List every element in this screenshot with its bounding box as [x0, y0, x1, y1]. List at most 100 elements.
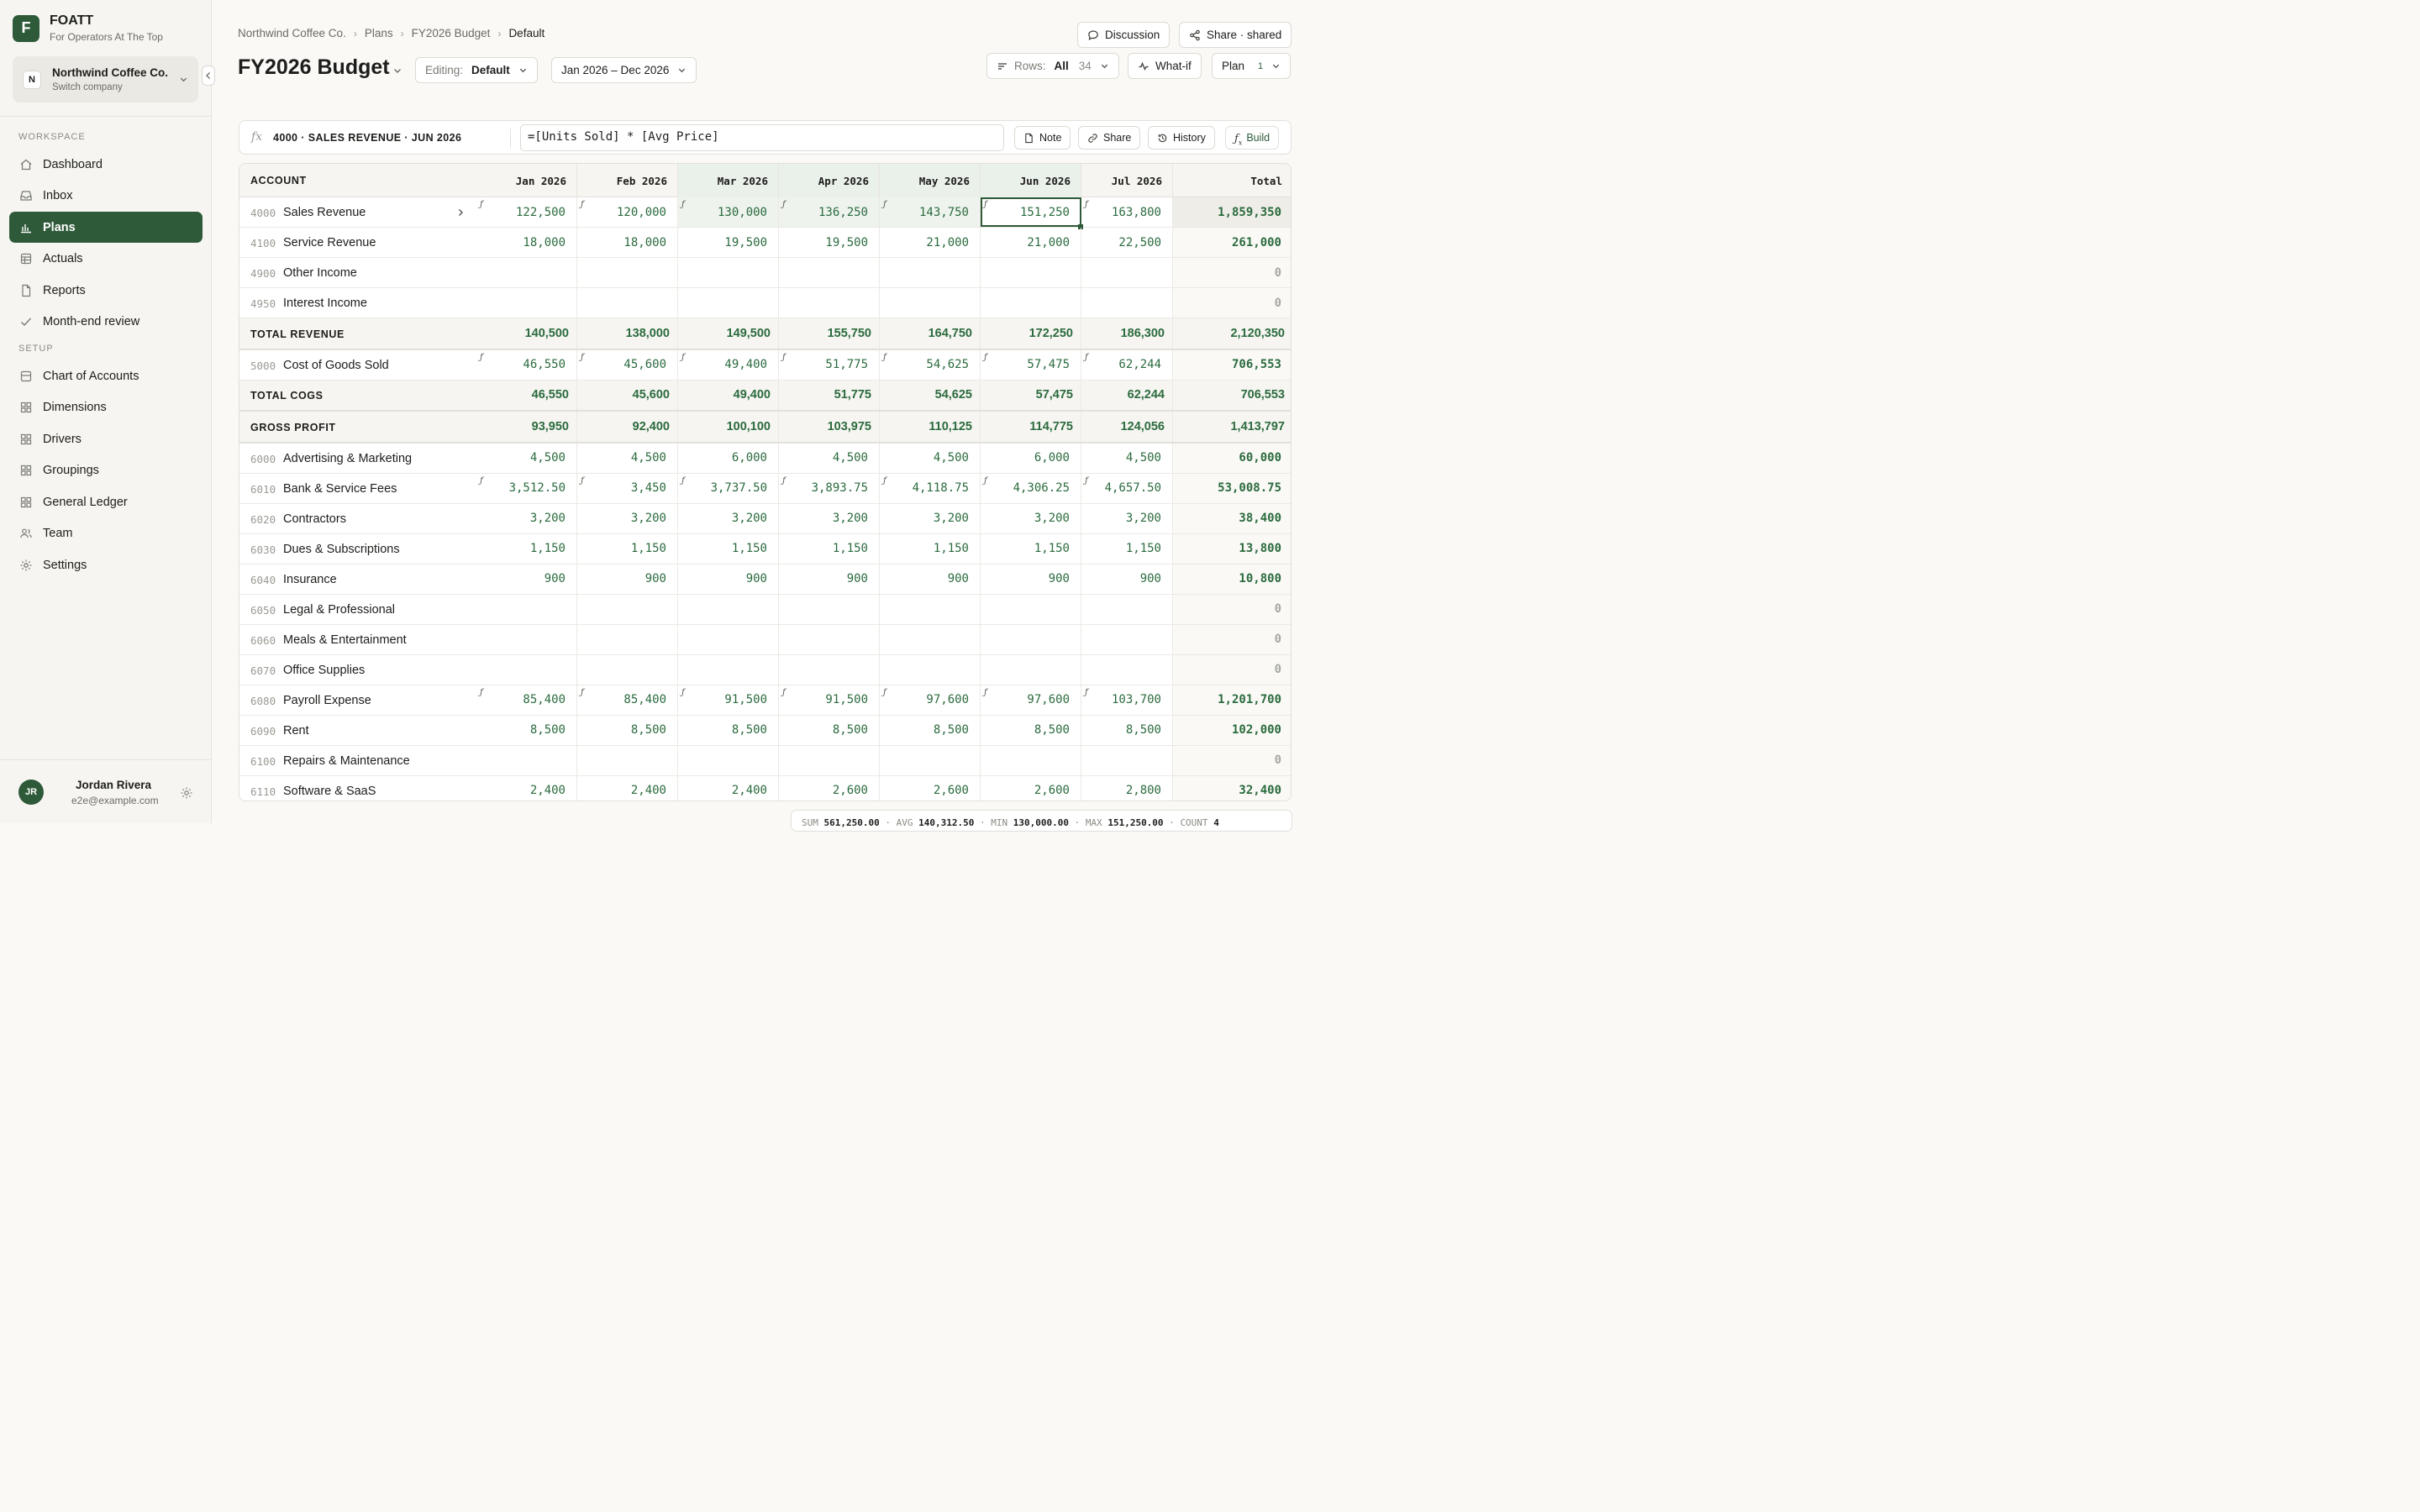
value-cell[interactable]: 114,775 [981, 412, 1081, 442]
value-cell[interactable] [678, 654, 779, 685]
value-cell[interactable]: 2,800 [1081, 775, 1173, 801]
value-cell[interactable]: 900 [678, 564, 779, 594]
value-cell[interactable]: 3,200 [476, 503, 577, 533]
value-cell[interactable] [981, 624, 1081, 654]
account-name[interactable]: Dues & Subscriptions [283, 542, 400, 556]
column-header-mar-2026[interactable]: Mar 2026 [678, 164, 779, 197]
value-cell[interactable] [880, 624, 981, 654]
row-total-cell[interactable]: 38,400 [1173, 503, 1291, 533]
value-cell[interactable]: ƒ 97,600 [981, 685, 1081, 715]
column-header-feb-2026[interactable]: Feb 2026 [577, 164, 678, 197]
value-cell[interactable]: 900 [476, 564, 577, 594]
value-cell[interactable]: 900 [981, 564, 1081, 594]
value-cell[interactable]: 900 [1081, 564, 1173, 594]
column-header-jun-2026[interactable]: Jun 2026 [981, 164, 1081, 197]
value-cell[interactable]: ƒ 62,244 [1081, 349, 1173, 380]
value-cell[interactable] [880, 258, 981, 287]
value-cell[interactable]: ƒ 122,500 [476, 197, 577, 227]
account-name[interactable]: Interest Income [283, 297, 367, 310]
value-cell[interactable]: 57,475 [981, 380, 1081, 410]
rows-filter-select[interactable]: Rows: All 34 [986, 53, 1119, 79]
value-cell[interactable] [678, 594, 779, 624]
value-cell[interactable]: ƒ 4,306.25 [981, 473, 1081, 503]
row-total-cell[interactable]: 261,000 [1173, 228, 1291, 257]
value-cell[interactable]: 49,400 [678, 380, 779, 410]
account-name[interactable]: Advertising & Marketing [283, 451, 413, 465]
account-name[interactable]: Meals & Entertainment [283, 633, 407, 647]
value-cell[interactable]: ƒ 45,600 [577, 349, 678, 380]
value-cell[interactable]: 8,500 [476, 715, 577, 745]
value-cell[interactable] [981, 288, 1081, 318]
history-button[interactable]: History [1148, 126, 1215, 150]
value-cell[interactable]: 54,625 [880, 380, 981, 410]
value-cell[interactable] [981, 654, 1081, 685]
value-cell[interactable]: 18,000 [476, 228, 577, 257]
value-cell[interactable]: 51,775 [779, 380, 880, 410]
chevron-right-icon[interactable] [455, 207, 466, 218]
value-cell[interactable] [779, 654, 880, 685]
value-cell[interactable]: 149,500 [678, 318, 779, 349]
value-cell[interactable]: 900 [880, 564, 981, 594]
value-cell[interactable]: 3,200 [577, 503, 678, 533]
sidebar-item-groupings[interactable]: Groupings [9, 455, 203, 486]
value-cell[interactable] [577, 594, 678, 624]
value-cell[interactable] [880, 288, 981, 318]
row-total-cell[interactable]: 0 [1173, 594, 1291, 624]
value-cell[interactable]: 6,000 [981, 443, 1081, 473]
breadcrumb-company[interactable]: Northwind Coffee Co. [238, 27, 346, 39]
value-cell[interactable] [1081, 654, 1173, 685]
value-cell[interactable]: 140,500 [476, 318, 577, 349]
sidebar-item-settings[interactable]: Settings [9, 549, 203, 580]
value-cell[interactable]: 100,100 [678, 412, 779, 442]
sidebar-item-drivers[interactable]: Drivers [9, 423, 203, 454]
value-cell[interactable] [779, 258, 880, 287]
value-cell[interactable] [476, 288, 577, 318]
breadcrumb-budget[interactable]: FY2026 Budget [411, 27, 491, 39]
value-cell[interactable]: ƒ 136,250 [779, 197, 880, 227]
plan-select[interactable]: Plan 1 [1212, 53, 1292, 79]
value-cell[interactable] [1081, 594, 1173, 624]
row-total-cell[interactable]: 32,400 [1173, 775, 1291, 801]
value-cell[interactable]: ƒ 57,475 [981, 349, 1081, 380]
value-cell[interactable] [678, 288, 779, 318]
account-name[interactable]: Service Revenue [283, 236, 376, 249]
row-total-cell[interactable]: 0 [1173, 624, 1291, 654]
value-cell[interactable] [1081, 745, 1173, 775]
value-cell[interactable] [577, 654, 678, 685]
value-cell[interactable]: ƒ 4,118.75 [880, 473, 981, 503]
value-cell[interactable]: 45,600 [577, 380, 678, 410]
value-cell[interactable]: 3,200 [880, 503, 981, 533]
discussion-button[interactable]: Discussion [1077, 22, 1171, 48]
value-cell[interactable]: 4,500 [1081, 443, 1173, 473]
value-cell[interactable]: 164,750 [880, 318, 981, 349]
fill-handle[interactable] [1078, 224, 1083, 229]
value-cell[interactable] [981, 258, 1081, 287]
user-settings-gear-icon[interactable] [180, 786, 193, 800]
value-cell[interactable]: ƒ 163,800 [1081, 197, 1173, 227]
value-cell[interactable]: 2,400 [476, 775, 577, 801]
value-cell[interactable] [1081, 258, 1173, 287]
value-cell[interactable]: 19,500 [779, 228, 880, 257]
account-name[interactable]: Software & SaaS [283, 784, 376, 798]
value-cell[interactable]: 186,300 [1081, 318, 1173, 349]
value-cell[interactable]: 4,500 [476, 443, 577, 473]
value-cell[interactable]: 103,975 [779, 412, 880, 442]
value-cell[interactable]: 1,150 [577, 533, 678, 564]
sidebar-item-dimensions[interactable]: Dimensions [9, 392, 203, 423]
value-cell[interactable] [577, 258, 678, 287]
brand[interactable]: F FOATT For Operators At The Top [13, 13, 163, 43]
avatar[interactable]: JR [18, 780, 44, 805]
value-cell[interactable]: ƒ 54,625 [880, 349, 981, 380]
account-name[interactable]: Bank & Service Fees [283, 481, 397, 496]
value-cell[interactable]: 1,150 [981, 533, 1081, 564]
value-cell[interactable]: 2,600 [880, 775, 981, 801]
row-total-cell[interactable]: 60,000 [1173, 443, 1291, 473]
value-cell[interactable] [779, 288, 880, 318]
value-cell[interactable]: 2,400 [678, 775, 779, 801]
value-cell[interactable]: 22,500 [1081, 228, 1173, 257]
sidebar-item-team[interactable]: Team [9, 518, 203, 549]
value-cell[interactable]: ƒ 85,400 [476, 685, 577, 715]
value-cell[interactable]: 2,400 [577, 775, 678, 801]
value-cell[interactable] [476, 594, 577, 624]
value-cell[interactable]: ƒ 130,000 [678, 197, 779, 227]
